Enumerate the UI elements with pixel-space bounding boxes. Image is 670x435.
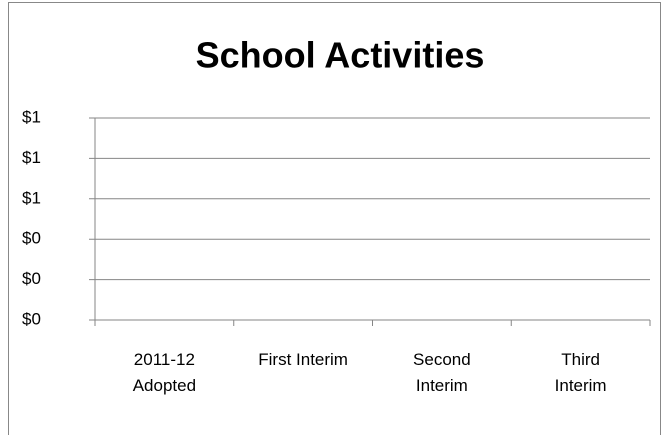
x-tick-label: Third Interim bbox=[554, 350, 607, 395]
y-tick-label: $0 bbox=[22, 269, 41, 288]
chart-title: School Activities bbox=[196, 35, 485, 76]
y-tick-label: $0 bbox=[22, 309, 41, 328]
y-tick-label: $0 bbox=[22, 229, 41, 248]
x-tick-label: 2011-12 Adopted bbox=[132, 350, 197, 395]
x-tick-label: First Interim bbox=[258, 350, 348, 369]
y-tick-label: $1 bbox=[22, 107, 41, 126]
y-tick-label: $1 bbox=[22, 188, 41, 207]
y-tick-label: $1 bbox=[22, 148, 41, 167]
chart-border bbox=[8, 2, 661, 435]
x-tick-label: Second Interim bbox=[413, 350, 471, 395]
